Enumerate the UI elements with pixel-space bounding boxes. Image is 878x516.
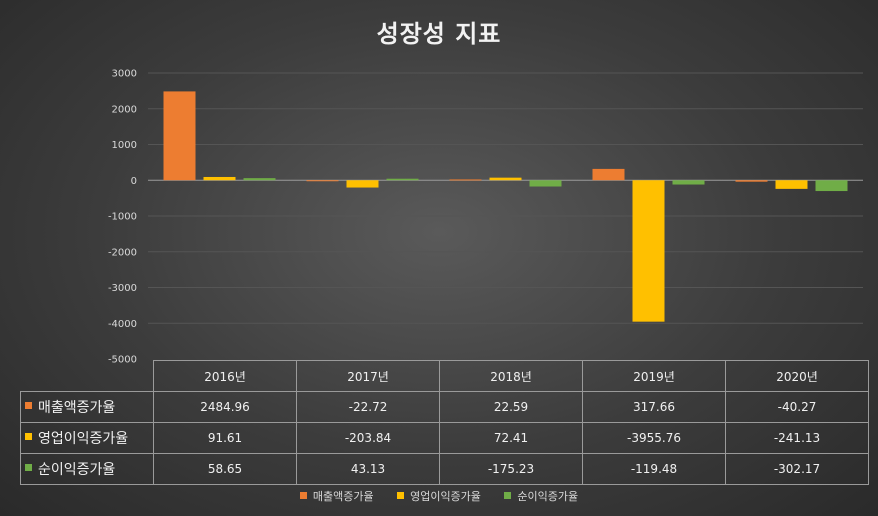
legend-label: 매출액증가율 [312, 490, 374, 503]
table-cell: -203.84 [296, 422, 440, 454]
table-row: 순이익증가율 58.65 43.13 -175.23 -119.48 -302.… [20, 453, 869, 485]
table-cell: -302.17 [725, 453, 869, 485]
sales-growth-swatch [25, 402, 32, 409]
bar-0-3 [592, 168, 625, 181]
category-2018: 2018년 [439, 360, 583, 392]
bar-1-1 [346, 180, 379, 188]
row-header-sales-growth: 매출액증가율 [20, 391, 154, 423]
table-cell: -40.27 [725, 391, 869, 423]
bar-1-4 [775, 180, 808, 189]
bar-2-3 [672, 180, 705, 185]
category-2019: 2019년 [582, 360, 726, 392]
bar-0-1 [306, 180, 339, 182]
category-2017: 2017년 [296, 360, 440, 392]
bar-0-0 [163, 91, 196, 181]
table-cell: 91.61 [153, 422, 297, 454]
legend-item-operating-profit-growth: 영업이익증가율 [397, 488, 481, 504]
table-cell: -175.23 [439, 453, 583, 485]
y-tick-label: 2000 [112, 104, 137, 115]
table-cell: 72.41 [439, 422, 583, 454]
y-axis-tick-labels: 3000 2000 1000 0 -1000 -2000 -3000 -4000 -5000 [108, 69, 137, 366]
legend-swatch [504, 492, 512, 499]
bar-1-3 [632, 180, 665, 322]
data-table: 2016년 2017년 2018년 2019년 2020년 매출액증가율 248… [20, 360, 869, 485]
table-cell: 58.65 [153, 453, 297, 485]
category-2020: 2020년 [725, 360, 869, 392]
legend-label: 영업이익증가율 [410, 490, 481, 503]
bar-2-1 [386, 178, 419, 181]
table-cell: -119.48 [582, 453, 726, 485]
bar-2-2 [529, 180, 562, 187]
row-header-net-income-growth: 순이익증가율 [20, 453, 154, 485]
y-tick-label: 1000 [112, 140, 137, 151]
row-header-operating-profit-growth: 영업이익증가율 [20, 422, 154, 454]
row-label: 매출액증가율 [38, 400, 116, 416]
legend-item-sales-growth: 매출액증가율 [299, 488, 374, 504]
y-tick-label: -1000 [108, 212, 137, 223]
table-cell: -241.13 [725, 422, 869, 454]
bars [163, 91, 848, 322]
table-cell: 2484.96 [153, 391, 297, 423]
row-label: 영업이익증가율 [38, 431, 129, 447]
legend: 매출액증가율 영업이익증가율 순이익증가율 [0, 488, 878, 504]
category-2016: 2016년 [153, 360, 297, 392]
table-cell: 22.59 [439, 391, 583, 423]
operating-profit-growth-swatch [25, 433, 32, 440]
y-tick-label: -4000 [108, 319, 137, 330]
legend-swatch [397, 492, 405, 499]
bar-2-4 [815, 180, 848, 192]
y-tick-label: -3000 [108, 283, 137, 294]
bar-0-4 [735, 180, 768, 182]
table-cell: -22.72 [296, 391, 440, 423]
table-cell: -3955.76 [582, 422, 726, 454]
table-cell: 43.13 [296, 453, 440, 485]
bar-2-0 [243, 178, 276, 181]
bar-1-0 [203, 176, 236, 181]
table-corner [20, 360, 154, 392]
y-tick-label: 3000 [112, 69, 137, 80]
table-header-row: 2016년 2017년 2018년 2019년 2020년 [20, 360, 869, 392]
legend-label: 순이익증가율 [517, 490, 579, 503]
table-row: 매출액증가율 2484.96 -22.72 22.59 317.66 -40.2… [20, 391, 869, 423]
bar-0-2 [449, 179, 482, 181]
legend-swatch [299, 492, 307, 499]
y-tick-label: -2000 [108, 247, 137, 258]
y-tick-label: -5000 [108, 355, 137, 366]
row-label: 순이익증가율 [38, 462, 116, 478]
table-cell: 317.66 [582, 391, 726, 423]
legend-item-net-income-growth: 순이익증가율 [504, 488, 578, 504]
gridlines [148, 72, 863, 324]
y-tick-label: 0 [131, 176, 137, 187]
table-row: 영업이익증가율 91.61 -203.84 72.41 -3955.76 -24… [20, 422, 869, 454]
net-income-growth-swatch [25, 464, 32, 471]
chart-title: 성장성 지표 [376, 20, 502, 48]
bar-1-2 [489, 177, 522, 181]
